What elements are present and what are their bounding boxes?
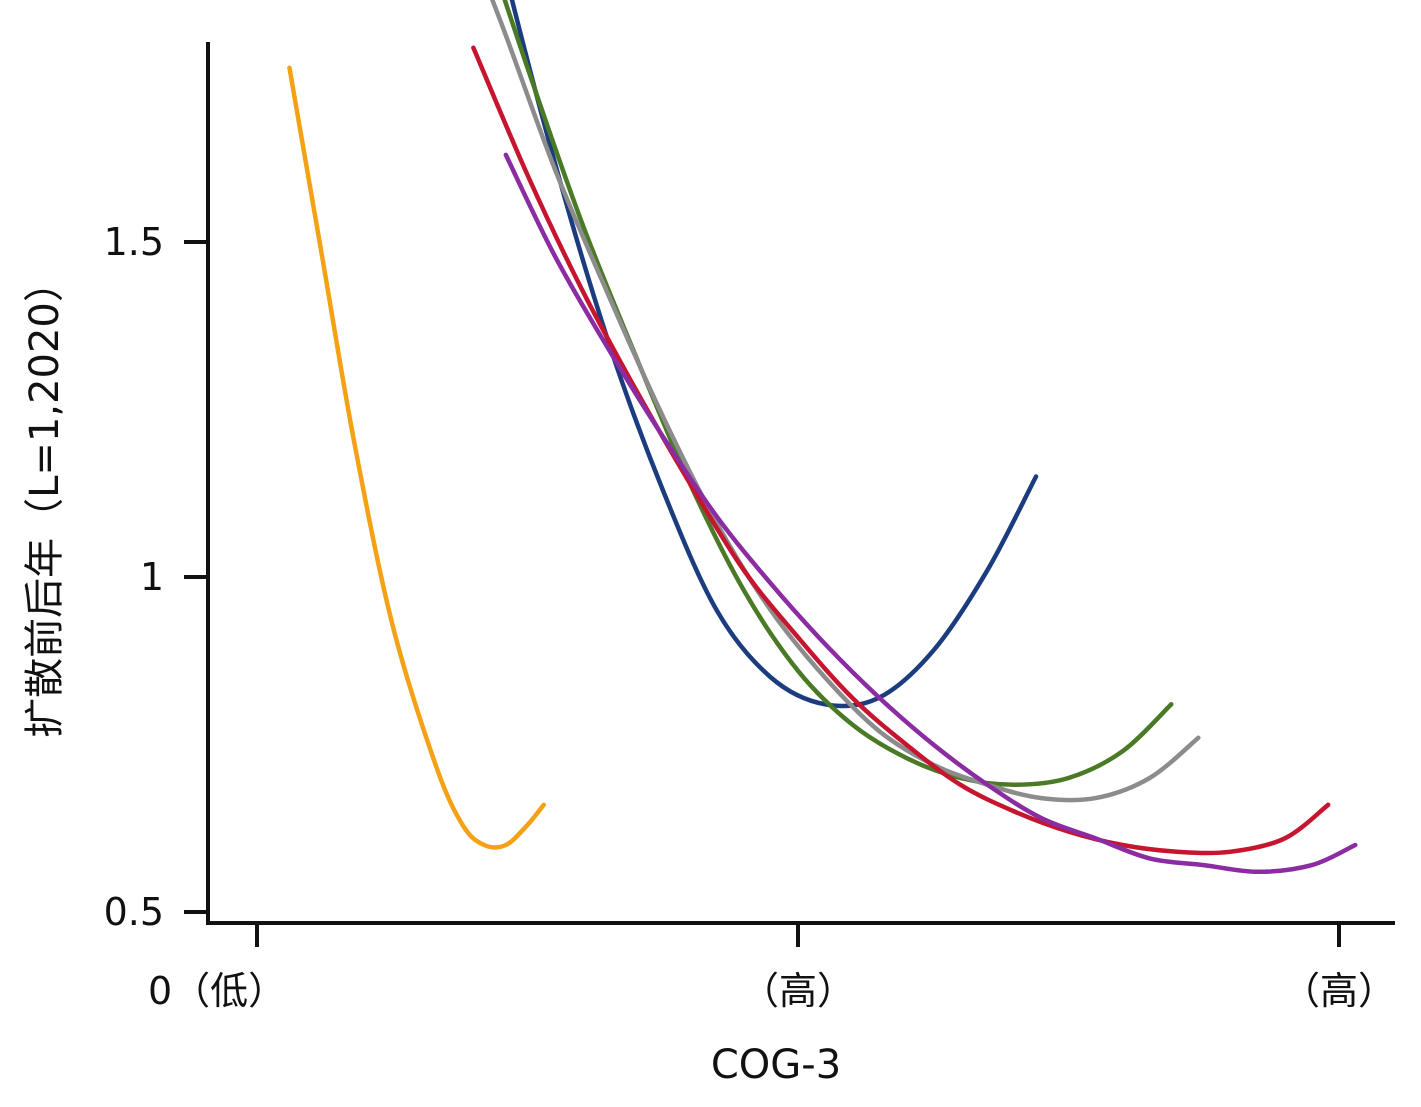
x-tick-label: （高） [741,969,855,1013]
series-layer [287,0,1358,875]
y-tick-label: 1 [140,555,164,599]
series-line-6 [503,152,1358,875]
series-line-5 [471,45,1331,856]
series-line-3 [502,0,1174,787]
y-axis-label: 扩散前后年（L=1,2020） [22,262,68,738]
series-line-2 [509,0,1039,709]
y-tick-label: 1.5 [104,220,164,264]
x-tick-label: 0（低） [148,969,286,1013]
y-tick-label: 0.5 [104,890,164,934]
tick-group: 0.511.522.530（低）（高）（高） [104,220,1396,1013]
x-tick-label: （高） [1282,969,1396,1013]
series-line-4 [490,0,1201,803]
series-line-1 [287,65,546,850]
x-axis-label: COG-3 [711,1042,841,1088]
axes [206,42,1395,925]
